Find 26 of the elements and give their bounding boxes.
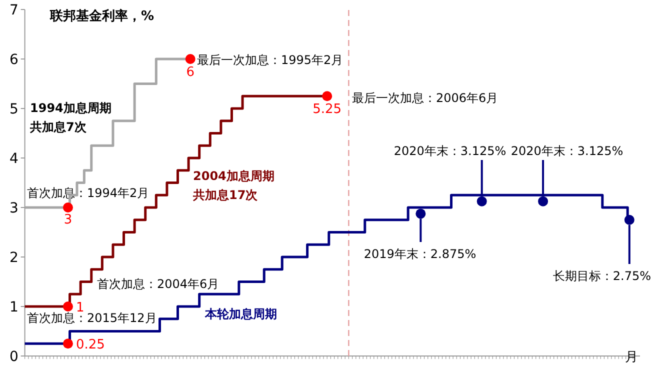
y-tick-label: 3	[10, 200, 18, 216]
annotation: 最后一次加息：2006年6月	[352, 91, 498, 105]
annotation: 1994加息周期	[30, 101, 112, 115]
data-label: 5.25	[312, 102, 342, 118]
annotation: 共加息17次	[192, 188, 259, 202]
data-label: 0.25	[76, 338, 105, 353]
data-label: 6	[186, 65, 194, 80]
annotation: 2019年末：2.875%	[364, 247, 476, 261]
annotation: 本轮加息周期	[204, 307, 277, 321]
annotation: 共加息7次	[29, 120, 88, 134]
y-tick-label: 1	[10, 300, 18, 316]
annotation: 首次加息：2004年6月	[97, 277, 220, 291]
annotation: 长期目标：2.75%	[552, 269, 651, 283]
annotation: 2020年末：3.125%	[510, 144, 624, 158]
y-tick-label: 4	[10, 151, 19, 167]
annotation: 最后一次加息：1995年2月	[197, 53, 344, 67]
y-tick-label: 2	[10, 250, 18, 266]
data-label: 3	[64, 212, 72, 228]
chart-title: 联邦基金利率，%	[49, 8, 154, 24]
annotation: 2004加息周期	[193, 169, 274, 183]
y-tick-label: 0	[10, 349, 18, 365]
y-tick-label: 5	[10, 102, 18, 118]
annotation: 2020年末：3.125%	[394, 144, 506, 158]
x-axis-title: 月	[625, 350, 638, 365]
y-tick-label: 6	[10, 52, 19, 68]
y-tick-label: 7	[10, 2, 18, 18]
